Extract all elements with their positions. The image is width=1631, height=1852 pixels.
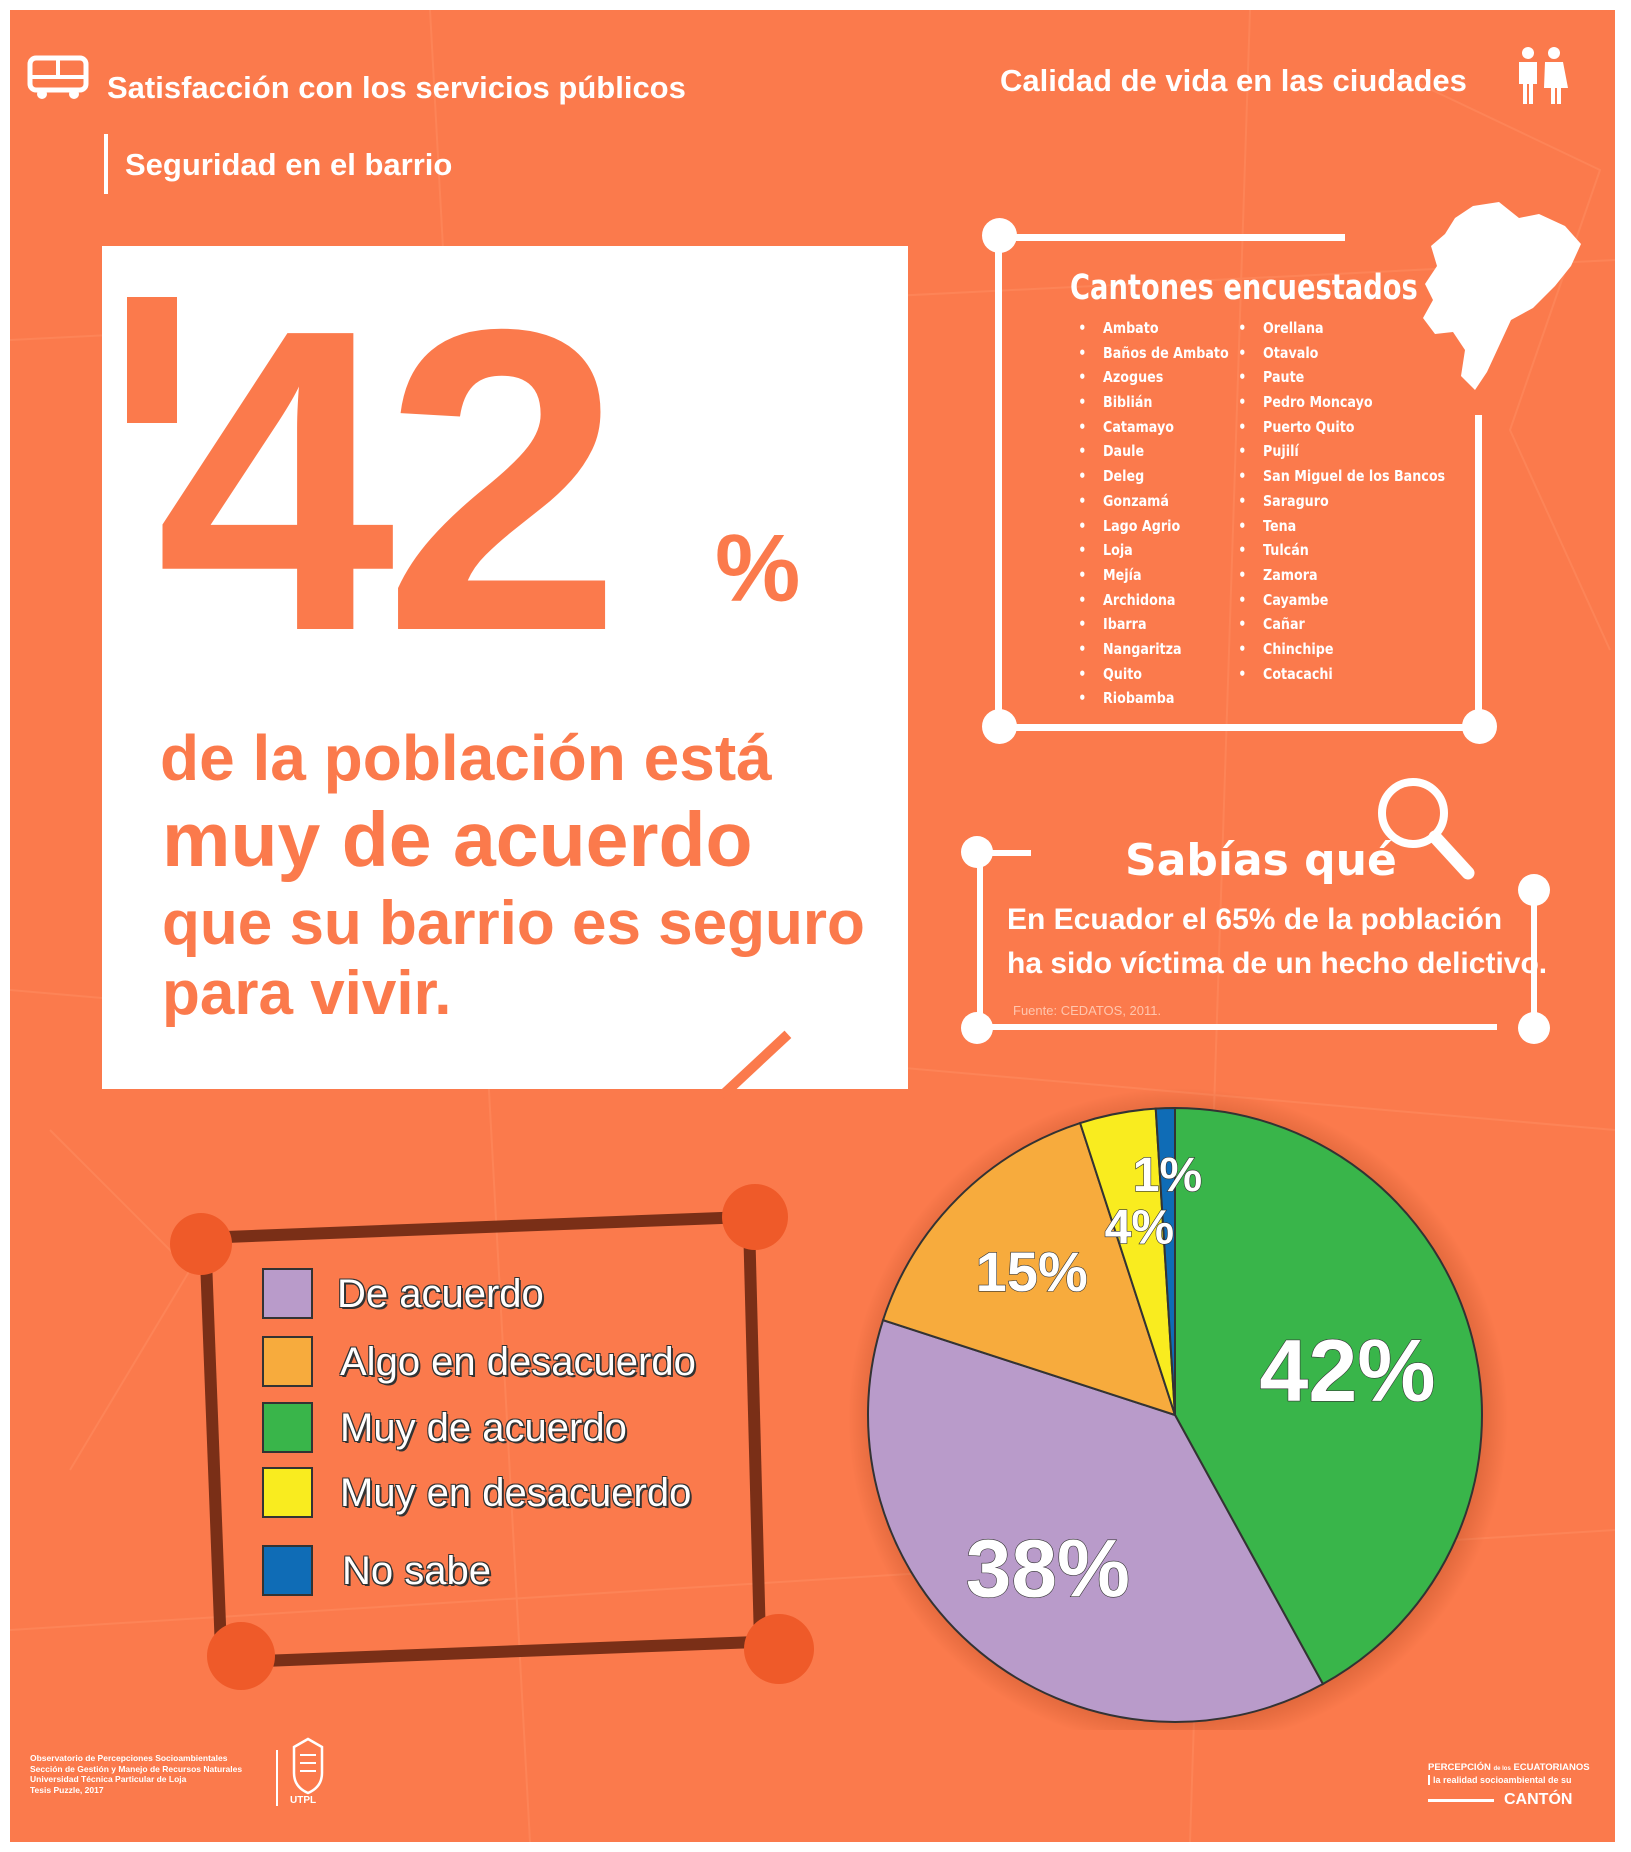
canton-item: Riobamba — [1103, 686, 1229, 711]
bus-icon — [27, 55, 89, 99]
legend-swatch — [262, 1402, 313, 1453]
pie-slice-de-acuerdo — [867, 1318, 1325, 1723]
legend-label: Muy de acuerdo — [340, 1406, 627, 1450]
sabias-source: Fuente: CEDATOS, 2011. — [1013, 1003, 1162, 1018]
canton-item: Paute — [1263, 365, 1445, 390]
canton-item: Daule — [1103, 439, 1229, 464]
pie-chart: 42% 38% 15% 4%1% — [848, 1088, 1508, 1730]
canton-item: Deleg — [1103, 464, 1229, 489]
canton-item: Orellana — [1263, 316, 1445, 341]
infographic: Satisfacción con los servicios públicos … — [10, 10, 1615, 1842]
subtitle: Seguridad en el barrio — [125, 147, 453, 182]
footer-credit-line: Tesis Puzzle, 2017 — [30, 1784, 104, 1795]
sabias-line-2: ha sido víctima de un hecho delictivo. — [1007, 947, 1548, 980]
pie-label: 42% — [1259, 1321, 1435, 1420]
cantones-list-2: OrellanaOtavaloPautePedro MoncayoPuerto … — [1263, 316, 1485, 686]
canton-item: Loja — [1103, 538, 1229, 563]
canton-item: Nangaritza — [1103, 637, 1229, 662]
logo-word: ECUATORIANOS — [1513, 1762, 1590, 1773]
stat-line-3: que su barrio es seguro — [162, 889, 865, 958]
chart-legend: De acuerdo Algo en desacuerdo Muy de acu… — [262, 1268, 722, 1618]
pie-slice-muy-de-acuerdo — [1174, 1106, 1483, 1686]
stat-line-2: muy de acuerdo — [162, 797, 753, 883]
canton-item: Pedro Moncayo — [1263, 390, 1445, 415]
logo-word: de los — [1493, 1766, 1511, 1772]
legend-label: Algo en desacuerdo — [340, 1340, 696, 1384]
stat-percent-sign: % — [715, 515, 801, 622]
canton-item: Biblián — [1103, 390, 1229, 415]
project-logo: PERCEPCIÓN de los ECUATORIANOS la realid… — [1428, 1762, 1590, 1809]
canton-item: Otavalo — [1263, 341, 1445, 366]
header-left-title: Satisfacción con los servicios públicos — [107, 70, 686, 105]
magnifier-icon — [1378, 778, 1475, 880]
legend-swatch — [262, 1467, 313, 1518]
logo-canton: CANTÓN — [1504, 1791, 1573, 1808]
sabias-title: Sabías qué — [1125, 835, 1397, 886]
canton-item: Quito — [1103, 662, 1229, 687]
canton-item: Puerto Quito — [1263, 415, 1445, 440]
stat-line-1: de la población está — [160, 722, 772, 794]
legend-label: De acuerdo — [337, 1272, 544, 1316]
canton-item: Cañar — [1263, 612, 1445, 637]
cantones-list-1: AmbatoBaños de AmbatoAzoguesBibliánCatam… — [1103, 316, 1256, 711]
pie-label: 1% — [1133, 1149, 1202, 1202]
stat-card: 42 % de la población está muy de acuerdo… — [102, 246, 908, 1089]
footer-credit-line: Observatorio de Percepciones Socioambien… — [30, 1753, 228, 1763]
legend-swatch — [262, 1268, 313, 1319]
footer-credit-line: Sección de Gestión y Manejo de Recursos … — [30, 1763, 243, 1774]
legend-label: Muy en desacuerdo — [340, 1471, 692, 1515]
utpl-label: UTPL — [290, 1795, 317, 1806]
legend-label: No sabe — [342, 1549, 491, 1593]
stat-number: 42 — [156, 241, 622, 721]
ecuador-map-icon — [1423, 202, 1581, 390]
canton-item: Mejía — [1103, 563, 1229, 588]
header-right-title: Calidad de vida en las ciudades — [1000, 63, 1467, 98]
canton-item: Pujilí — [1263, 439, 1445, 464]
canton-item: Archidona — [1103, 588, 1229, 613]
legend-swatch — [262, 1336, 313, 1387]
pie-label: 4% — [1105, 1202, 1174, 1255]
canton-item: Ibarra — [1103, 612, 1229, 637]
canton-item: Baños de Ambato — [1103, 341, 1229, 366]
logo-word: PERCEPCIÓN — [1428, 1762, 1491, 1773]
legend-swatch — [262, 1545, 313, 1596]
canton-item: Gonzamá — [1103, 489, 1229, 514]
utpl-crest-icon — [292, 1737, 324, 1795]
pie-label: 38% — [966, 1523, 1130, 1614]
canton-item: Saraguro — [1263, 489, 1445, 514]
stat-line-4: para vivir. — [162, 959, 452, 1028]
canton-item: Lago Agrio — [1103, 514, 1229, 539]
pie-slice-algo-en-desacuerdo — [881, 1121, 1177, 1417]
canton-item: Azogues — [1103, 365, 1229, 390]
canton-item: San Miguel de los Bancos — [1263, 464, 1445, 489]
canton-item: Tena — [1263, 514, 1445, 539]
canton-item: Zamora — [1263, 563, 1445, 588]
canton-item: Cayambe — [1263, 588, 1445, 613]
pie-slice-no-sabe — [1154, 1106, 1176, 1416]
footer-credits: Observatorio de Percepciones Socioambien… — [30, 1753, 242, 1795]
canton-item: Chinchipe — [1263, 637, 1445, 662]
footer-credit-line: Universidad Técnica Particular de Loja — [30, 1774, 187, 1784]
canton-item: Catamayo — [1103, 415, 1229, 440]
logo-subline: la realidad socioambiental de su — [1428, 1775, 1590, 1785]
canton-item: Tulcán — [1263, 538, 1445, 563]
sabias-line-1: En Ecuador el 65% de la población — [1007, 903, 1503, 936]
pie-label: 15% — [976, 1240, 1088, 1303]
footer-divider — [276, 1750, 278, 1806]
cantones-title: Cantones encuestados — [1070, 268, 1418, 308]
canton-item: Ambato — [1103, 316, 1229, 341]
subtitle-bar — [104, 134, 108, 194]
people-icon — [1519, 47, 1568, 104]
logo-rule — [1428, 1798, 1494, 1802]
canton-item: Cotacachi — [1263, 662, 1445, 687]
card-accent-bar — [127, 297, 177, 423]
